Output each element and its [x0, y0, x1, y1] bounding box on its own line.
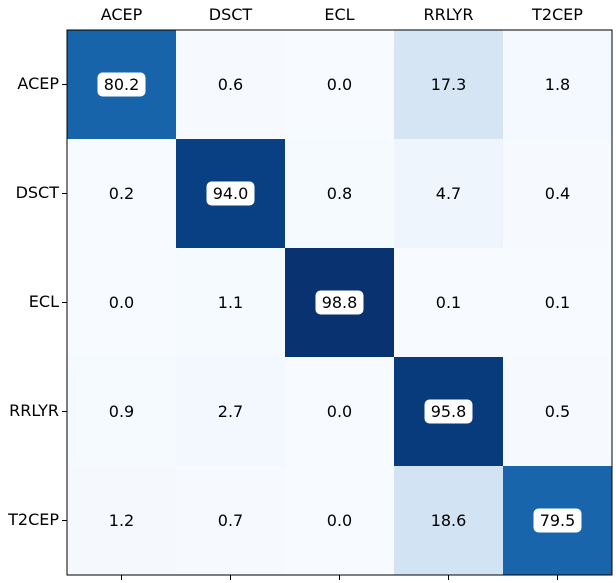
cell-label-box — [424, 399, 473, 424]
heatmap-cell — [176, 30, 285, 139]
y-tick-label: RRLYR — [9, 401, 59, 420]
cell-value-label: 0.0 — [327, 402, 352, 421]
y-axis-ticks: ACEP DSCT ECL RRLYR T2CEP — [7, 74, 67, 529]
cell-value-label: 98.8 — [322, 293, 358, 312]
cell-label-box — [97, 72, 146, 97]
x-tick-label: RRLYR — [424, 5, 474, 24]
heatmap-cell — [67, 248, 176, 357]
cell-value-label: 0.0 — [327, 511, 352, 530]
cell-value-label: 17.3 — [431, 75, 467, 94]
x-tick-label: ACEP — [101, 5, 143, 24]
cell-value-label: 18.6 — [431, 511, 467, 530]
heatmap-cell — [285, 466, 394, 575]
cell-value-label: 94.0 — [213, 184, 249, 203]
heatmap-cell — [394, 30, 503, 139]
cell-value-label: 80.2 — [104, 75, 140, 94]
heatmap-cell — [285, 30, 394, 139]
cell-value-label: 0.5 — [545, 402, 570, 421]
heatmap-cell — [503, 139, 612, 248]
y-tick-label: T2CEP — [7, 510, 59, 529]
heatmap-cell — [394, 466, 503, 575]
heatmap-cell — [503, 248, 612, 357]
heatmap-cells — [67, 30, 612, 575]
cell-value-label: 0.9 — [109, 402, 134, 421]
cell-value-label: 0.1 — [545, 293, 570, 312]
heatmap-cell — [67, 466, 176, 575]
cell-value-label: 0.7 — [218, 511, 243, 530]
cell-value-label: 1.1 — [218, 293, 243, 312]
cell-value-labels: 80.2 0.6 0.0 17.3 1.8 0.2 94.0 0.8 4.7 0.4 0.0 1.1 9… — [97, 72, 582, 533]
cell-value-label: 0.1 — [436, 293, 461, 312]
cell-label-box — [206, 181, 255, 206]
heatmap-cell — [503, 357, 612, 466]
cell-value-label: 0.0 — [109, 293, 134, 312]
heatmap-cell — [285, 139, 394, 248]
x-tick-label: T2CEP — [531, 5, 583, 24]
cell-value-label: 1.8 — [545, 75, 570, 94]
cell-label-box — [315, 290, 364, 315]
x-axis-ticks: ACEP DSCT ECL RRLYR T2CEP — [101, 5, 583, 580]
cell-value-label: 79.5 — [540, 511, 576, 530]
cell-value-label: 2.7 — [218, 402, 243, 421]
cell-value-label: 0.4 — [545, 184, 570, 203]
heatmap-cell — [285, 357, 394, 466]
cell-label-box — [533, 508, 582, 533]
heatmap-cell — [67, 139, 176, 248]
cell-value-label: 0.0 — [327, 75, 352, 94]
heatmap-cell — [176, 357, 285, 466]
cell-value-label: 0.8 — [327, 184, 352, 203]
y-tick-label: DSCT — [16, 183, 60, 202]
y-tick-label: ACEP — [17, 74, 59, 93]
x-tick-label: DSCT — [209, 5, 253, 24]
heatmap-cell — [503, 30, 612, 139]
cell-value-label: 4.7 — [436, 184, 461, 203]
y-tick-label: ECL — [29, 292, 59, 311]
heatmap-cell — [67, 357, 176, 466]
heatmap-cell — [176, 466, 285, 575]
cell-value-label: 0.6 — [218, 75, 243, 94]
heatmap-cell — [176, 248, 285, 357]
cell-value-label: 0.2 — [109, 184, 134, 203]
x-tick-label: ECL — [324, 5, 354, 24]
heatmap-cell — [394, 139, 503, 248]
cell-value-label: 95.8 — [431, 402, 467, 421]
heatmap-cell — [394, 248, 503, 357]
cell-value-label: 1.2 — [109, 511, 134, 530]
